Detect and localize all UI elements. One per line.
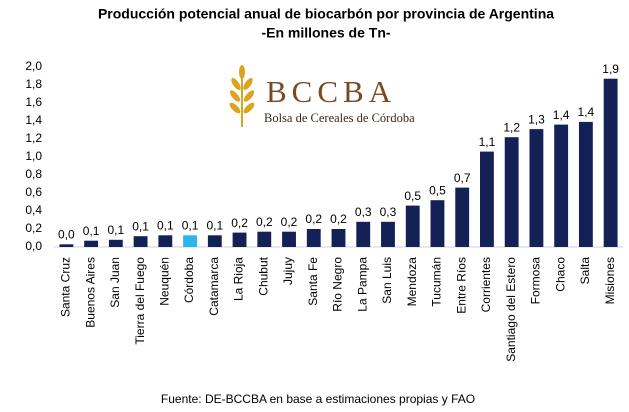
x-tick-label: Misiones [603, 257, 617, 304]
value-label: 0,1 [157, 218, 174, 232]
value-label: 1,1 [479, 135, 496, 149]
bar [133, 236, 148, 247]
x-tick-label: Catamarca [207, 257, 221, 316]
bar [405, 205, 420, 247]
x-tick-label: Santiago del Estero [504, 257, 518, 362]
x-tick-label: Mendoza [405, 257, 419, 307]
bar [381, 221, 395, 247]
logo-name: BCCBA [266, 74, 396, 109]
value-label: 0,3 [355, 205, 372, 219]
bar [158, 235, 173, 247]
x-tick-label: Córdoba [182, 257, 196, 303]
value-label: 0,3 [380, 205, 397, 219]
bar [554, 124, 569, 247]
value-label: 0,2 [281, 215, 298, 229]
value-label: 0,0 [58, 227, 75, 241]
value-label: 0,5 [404, 189, 421, 203]
value-label: 0,2 [305, 212, 322, 226]
value-label: 1,4 [578, 105, 595, 119]
x-tick-label: Santa Fe [306, 257, 320, 306]
bar [529, 129, 544, 247]
bar [282, 231, 296, 247]
y-tick-label: 1,4 [25, 113, 42, 127]
bar [257, 231, 272, 247]
y-tick-label: 1,8 [25, 77, 42, 91]
source-note: Fuente: DE-BCCBA en base a estimaciones … [161, 392, 475, 406]
y-tick-label: 0,8 [25, 167, 42, 181]
value-label: 0,1 [132, 219, 149, 233]
bar [232, 232, 247, 247]
logo-icon [229, 65, 255, 127]
x-tick-label: Tucumán [430, 257, 444, 307]
value-label: 0,5 [429, 183, 446, 197]
x-tick-label: Chaco [553, 257, 567, 292]
y-tick-label: 1,0 [25, 149, 42, 163]
x-tick-label: San Juan [108, 257, 122, 308]
bar [504, 137, 519, 247]
value-label: 0,1 [83, 224, 100, 238]
value-label: 0,1 [206, 218, 223, 232]
y-tick-label: 0,2 [25, 221, 42, 235]
y-tick-label: 0,0 [25, 239, 42, 253]
value-label: 0,1 [108, 223, 125, 237]
x-tick-label: Jujuy [281, 257, 295, 285]
x-tick-label: Salta [578, 257, 592, 285]
value-label: 1,3 [528, 112, 545, 126]
x-tick-label: Corrientes [479, 257, 493, 312]
y-tick-label: 1,2 [25, 131, 42, 145]
value-label: 1,9 [602, 62, 619, 76]
x-tick-label: La Pampa [355, 257, 369, 312]
bar [356, 221, 371, 247]
bar [578, 121, 593, 247]
bar [331, 229, 346, 247]
bar [306, 229, 321, 247]
x-tick-label: Tierra del Fuego [133, 257, 147, 345]
bar [207, 235, 222, 247]
chart-subtitle: -En millones de Tn- [261, 25, 390, 41]
chart-title: Producción potencial anual de biocarbón … [98, 6, 554, 22]
y-tick-label: 1,6 [25, 95, 42, 109]
y-tick-label: 2,0 [25, 59, 42, 73]
x-tick-label: San Luis [380, 257, 394, 304]
value-label: 0,7 [454, 171, 471, 185]
bar [430, 200, 445, 247]
bar [108, 239, 123, 247]
x-tick-label: Buenos Aires [83, 257, 97, 328]
x-tick-label: Chubut [256, 256, 270, 295]
bar [480, 151, 494, 247]
x-tick-label: Río Negro [331, 257, 345, 312]
value-label: 0,2 [231, 216, 248, 230]
x-tick-label: Entre Ríos [454, 257, 468, 314]
value-label: 0,2 [330, 212, 347, 226]
logo-subtitle: Bolsa de Cereales de Córdoba [264, 111, 415, 125]
x-tick-label: La Rioja [232, 257, 246, 301]
value-label: 0,2 [256, 215, 273, 229]
y-tick-label: 0,4 [25, 203, 42, 217]
value-label: 1,2 [503, 120, 520, 134]
bar [455, 187, 470, 247]
bar [183, 235, 197, 247]
value-label: 1,4 [553, 108, 570, 122]
x-tick-label: Formosa [529, 257, 543, 305]
bar [59, 244, 74, 247]
bar [603, 78, 618, 247]
x-tick-label: Santa Cruz [59, 257, 73, 317]
bar [84, 240, 99, 247]
value-label: 0,1 [182, 218, 199, 232]
y-tick-label: 0,6 [25, 185, 42, 199]
x-tick-label: Neuquén [157, 257, 171, 306]
